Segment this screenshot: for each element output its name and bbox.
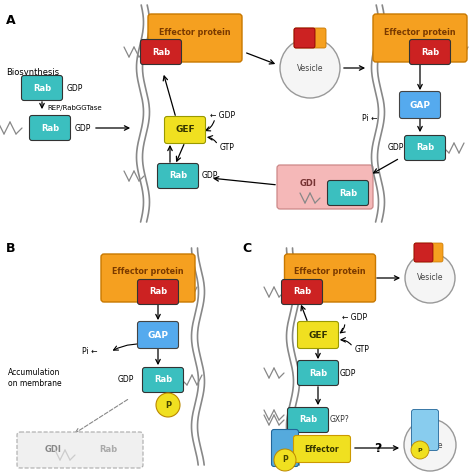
Text: GTP: GTP xyxy=(392,47,409,56)
FancyBboxPatch shape xyxy=(411,410,438,450)
Text: Vesicle: Vesicle xyxy=(417,440,443,449)
Text: Rab: Rab xyxy=(169,172,187,181)
Text: Rab: Rab xyxy=(154,375,172,384)
Text: Rab: Rab xyxy=(293,288,311,297)
Text: GDP: GDP xyxy=(388,144,404,153)
Text: GTP: GTP xyxy=(115,288,132,297)
FancyBboxPatch shape xyxy=(277,165,373,209)
FancyBboxPatch shape xyxy=(414,243,443,262)
Text: Pi ←: Pi ← xyxy=(362,113,377,122)
Text: ← GDP: ← GDP xyxy=(342,313,367,322)
FancyBboxPatch shape xyxy=(282,280,322,304)
Text: GDP: GDP xyxy=(340,368,356,377)
Text: GTP: GTP xyxy=(220,144,235,153)
Text: Vesicle: Vesicle xyxy=(297,64,323,73)
Text: GAP: GAP xyxy=(147,330,168,339)
Text: REP/RabGGTase: REP/RabGGTase xyxy=(47,105,101,111)
FancyBboxPatch shape xyxy=(137,280,179,304)
Circle shape xyxy=(405,253,455,303)
Text: GEF: GEF xyxy=(308,330,328,339)
Text: Effector protein: Effector protein xyxy=(384,27,456,36)
Text: Rab: Rab xyxy=(152,47,170,56)
Text: GAP: GAP xyxy=(410,100,430,109)
Text: GDI: GDI xyxy=(45,446,62,455)
Text: Effector: Effector xyxy=(305,445,339,454)
FancyBboxPatch shape xyxy=(140,39,182,64)
Text: C: C xyxy=(242,242,251,255)
Text: Effector protein: Effector protein xyxy=(159,27,231,36)
Text: ← GDP: ← GDP xyxy=(210,110,235,119)
FancyBboxPatch shape xyxy=(17,432,143,468)
Text: Rab: Rab xyxy=(41,124,59,133)
Text: GTP: GTP xyxy=(185,47,202,56)
FancyBboxPatch shape xyxy=(137,321,179,348)
Text: GTP: GTP xyxy=(322,288,339,297)
FancyBboxPatch shape xyxy=(101,254,195,302)
FancyBboxPatch shape xyxy=(293,436,350,463)
FancyBboxPatch shape xyxy=(328,181,368,206)
FancyBboxPatch shape xyxy=(294,28,315,48)
FancyBboxPatch shape xyxy=(400,91,440,118)
FancyBboxPatch shape xyxy=(298,321,338,348)
FancyBboxPatch shape xyxy=(29,116,71,140)
FancyBboxPatch shape xyxy=(272,429,299,466)
Text: Rab: Rab xyxy=(339,189,357,198)
Text: GDP: GDP xyxy=(118,375,134,384)
Text: GXP?: GXP? xyxy=(330,416,350,425)
Circle shape xyxy=(156,393,180,417)
Circle shape xyxy=(280,38,340,98)
Text: P: P xyxy=(165,401,171,410)
Text: Biosynthesis: Biosynthesis xyxy=(6,67,59,76)
FancyBboxPatch shape xyxy=(404,136,446,161)
Text: GDP: GDP xyxy=(75,124,91,133)
Text: Vesicle: Vesicle xyxy=(417,273,443,283)
Text: Rab: Rab xyxy=(309,368,327,377)
FancyBboxPatch shape xyxy=(410,39,450,64)
Text: Effector protein: Effector protein xyxy=(294,267,366,276)
FancyBboxPatch shape xyxy=(164,117,206,144)
FancyBboxPatch shape xyxy=(294,28,326,48)
Text: Accumulation
on membrane: Accumulation on membrane xyxy=(8,368,62,388)
Text: GTP: GTP xyxy=(355,346,370,355)
Text: A: A xyxy=(6,14,16,27)
Circle shape xyxy=(404,419,456,471)
FancyBboxPatch shape xyxy=(21,75,63,100)
FancyBboxPatch shape xyxy=(288,408,328,432)
Text: Pi ←: Pi ← xyxy=(82,347,98,356)
Text: GDI: GDI xyxy=(300,179,317,188)
Text: Rab: Rab xyxy=(149,288,167,297)
Circle shape xyxy=(411,441,429,459)
Text: GDP: GDP xyxy=(67,83,83,92)
FancyBboxPatch shape xyxy=(157,164,199,189)
FancyBboxPatch shape xyxy=(414,243,433,262)
Text: GDP: GDP xyxy=(202,172,219,181)
FancyBboxPatch shape xyxy=(284,254,375,302)
Text: B: B xyxy=(6,242,16,255)
Text: ?: ? xyxy=(374,441,382,455)
Text: Rab: Rab xyxy=(99,446,117,455)
Text: P: P xyxy=(418,447,422,453)
FancyBboxPatch shape xyxy=(373,14,467,62)
Circle shape xyxy=(274,449,296,471)
Text: P: P xyxy=(282,456,288,465)
Text: Rab: Rab xyxy=(416,144,434,153)
FancyBboxPatch shape xyxy=(148,14,242,62)
Text: Rab: Rab xyxy=(299,416,317,425)
FancyBboxPatch shape xyxy=(298,361,338,385)
Text: Rab: Rab xyxy=(421,47,439,56)
FancyBboxPatch shape xyxy=(143,367,183,392)
Text: Rab: Rab xyxy=(33,83,51,92)
Text: Effector protein: Effector protein xyxy=(112,267,184,276)
Text: GEF: GEF xyxy=(175,126,195,135)
